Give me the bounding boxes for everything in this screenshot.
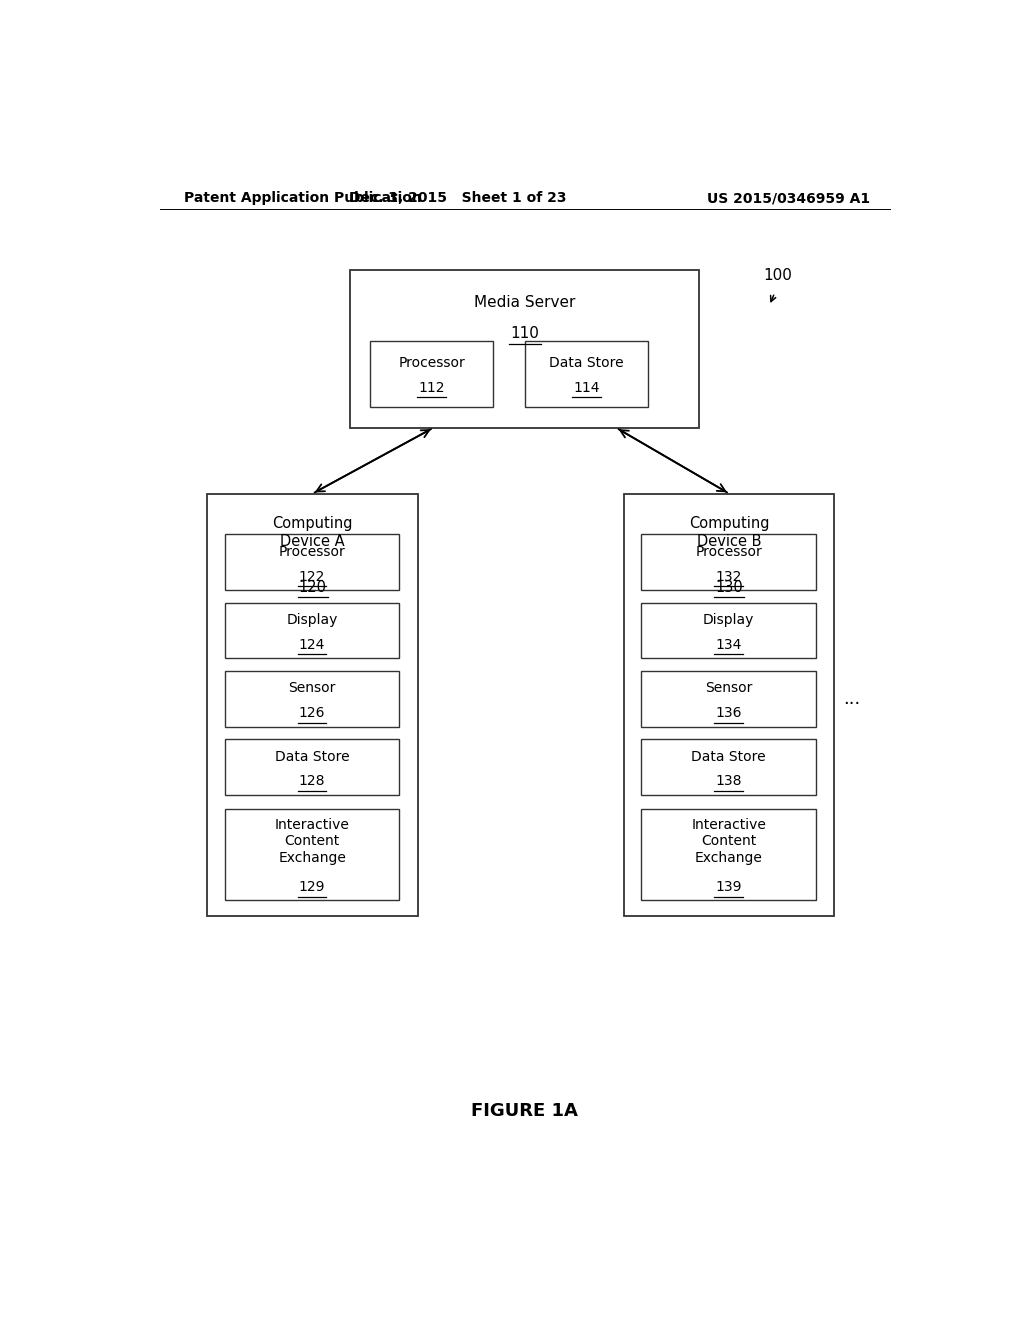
Text: Data Store: Data Store	[691, 750, 766, 763]
Text: Media Server: Media Server	[474, 296, 575, 310]
Text: 114: 114	[573, 380, 600, 395]
Text: 120: 120	[299, 579, 327, 595]
Bar	[624, 494, 835, 916]
Text: Display: Display	[703, 614, 755, 627]
Bar	[225, 535, 399, 590]
Text: Patent Application Publication: Patent Application Publication	[183, 191, 421, 205]
Bar	[370, 342, 494, 408]
Text: 100: 100	[763, 268, 792, 282]
Text: US 2015/0346959 A1: US 2015/0346959 A1	[707, 191, 870, 205]
Text: 129: 129	[299, 880, 326, 894]
Text: Sensor: Sensor	[289, 681, 336, 696]
Bar	[225, 602, 399, 659]
Text: 139: 139	[716, 880, 742, 894]
Text: 138: 138	[716, 774, 742, 788]
Bar	[350, 271, 699, 428]
Bar	[524, 342, 648, 408]
Bar	[641, 739, 816, 795]
Bar	[225, 809, 399, 900]
Text: 110: 110	[510, 326, 540, 341]
Bar	[207, 494, 418, 916]
Text: 128: 128	[299, 774, 326, 788]
Text: Computing
Device A: Computing Device A	[272, 516, 352, 549]
Text: 124: 124	[299, 638, 326, 652]
Text: FIGURE 1A: FIGURE 1A	[471, 1102, 579, 1119]
Text: 122: 122	[299, 570, 326, 583]
Text: Interactive
Content
Exchange: Interactive Content Exchange	[691, 818, 766, 865]
Text: Display: Display	[287, 614, 338, 627]
Bar	[641, 602, 816, 659]
Text: 134: 134	[716, 638, 742, 652]
Text: 132: 132	[716, 570, 742, 583]
Bar	[225, 671, 399, 726]
Bar	[641, 535, 816, 590]
Text: 112: 112	[418, 380, 444, 395]
Text: 136: 136	[716, 706, 742, 719]
Text: Sensor: Sensor	[706, 681, 753, 696]
Text: Processor: Processor	[398, 356, 465, 370]
Text: Dec. 3, 2015   Sheet 1 of 23: Dec. 3, 2015 Sheet 1 of 23	[348, 191, 566, 205]
Text: 126: 126	[299, 706, 326, 719]
Text: ...: ...	[843, 690, 860, 708]
Bar	[225, 739, 399, 795]
Bar	[641, 809, 816, 900]
Text: Processor: Processor	[695, 545, 762, 560]
Text: Interactive
Content
Exchange: Interactive Content Exchange	[274, 818, 349, 865]
Text: Processor: Processor	[279, 545, 345, 560]
Bar	[641, 671, 816, 726]
Text: Data Store: Data Store	[274, 750, 349, 763]
Text: Computing
Device B: Computing Device B	[689, 516, 769, 549]
Text: Data Store: Data Store	[549, 356, 624, 370]
Text: 130: 130	[716, 579, 743, 595]
